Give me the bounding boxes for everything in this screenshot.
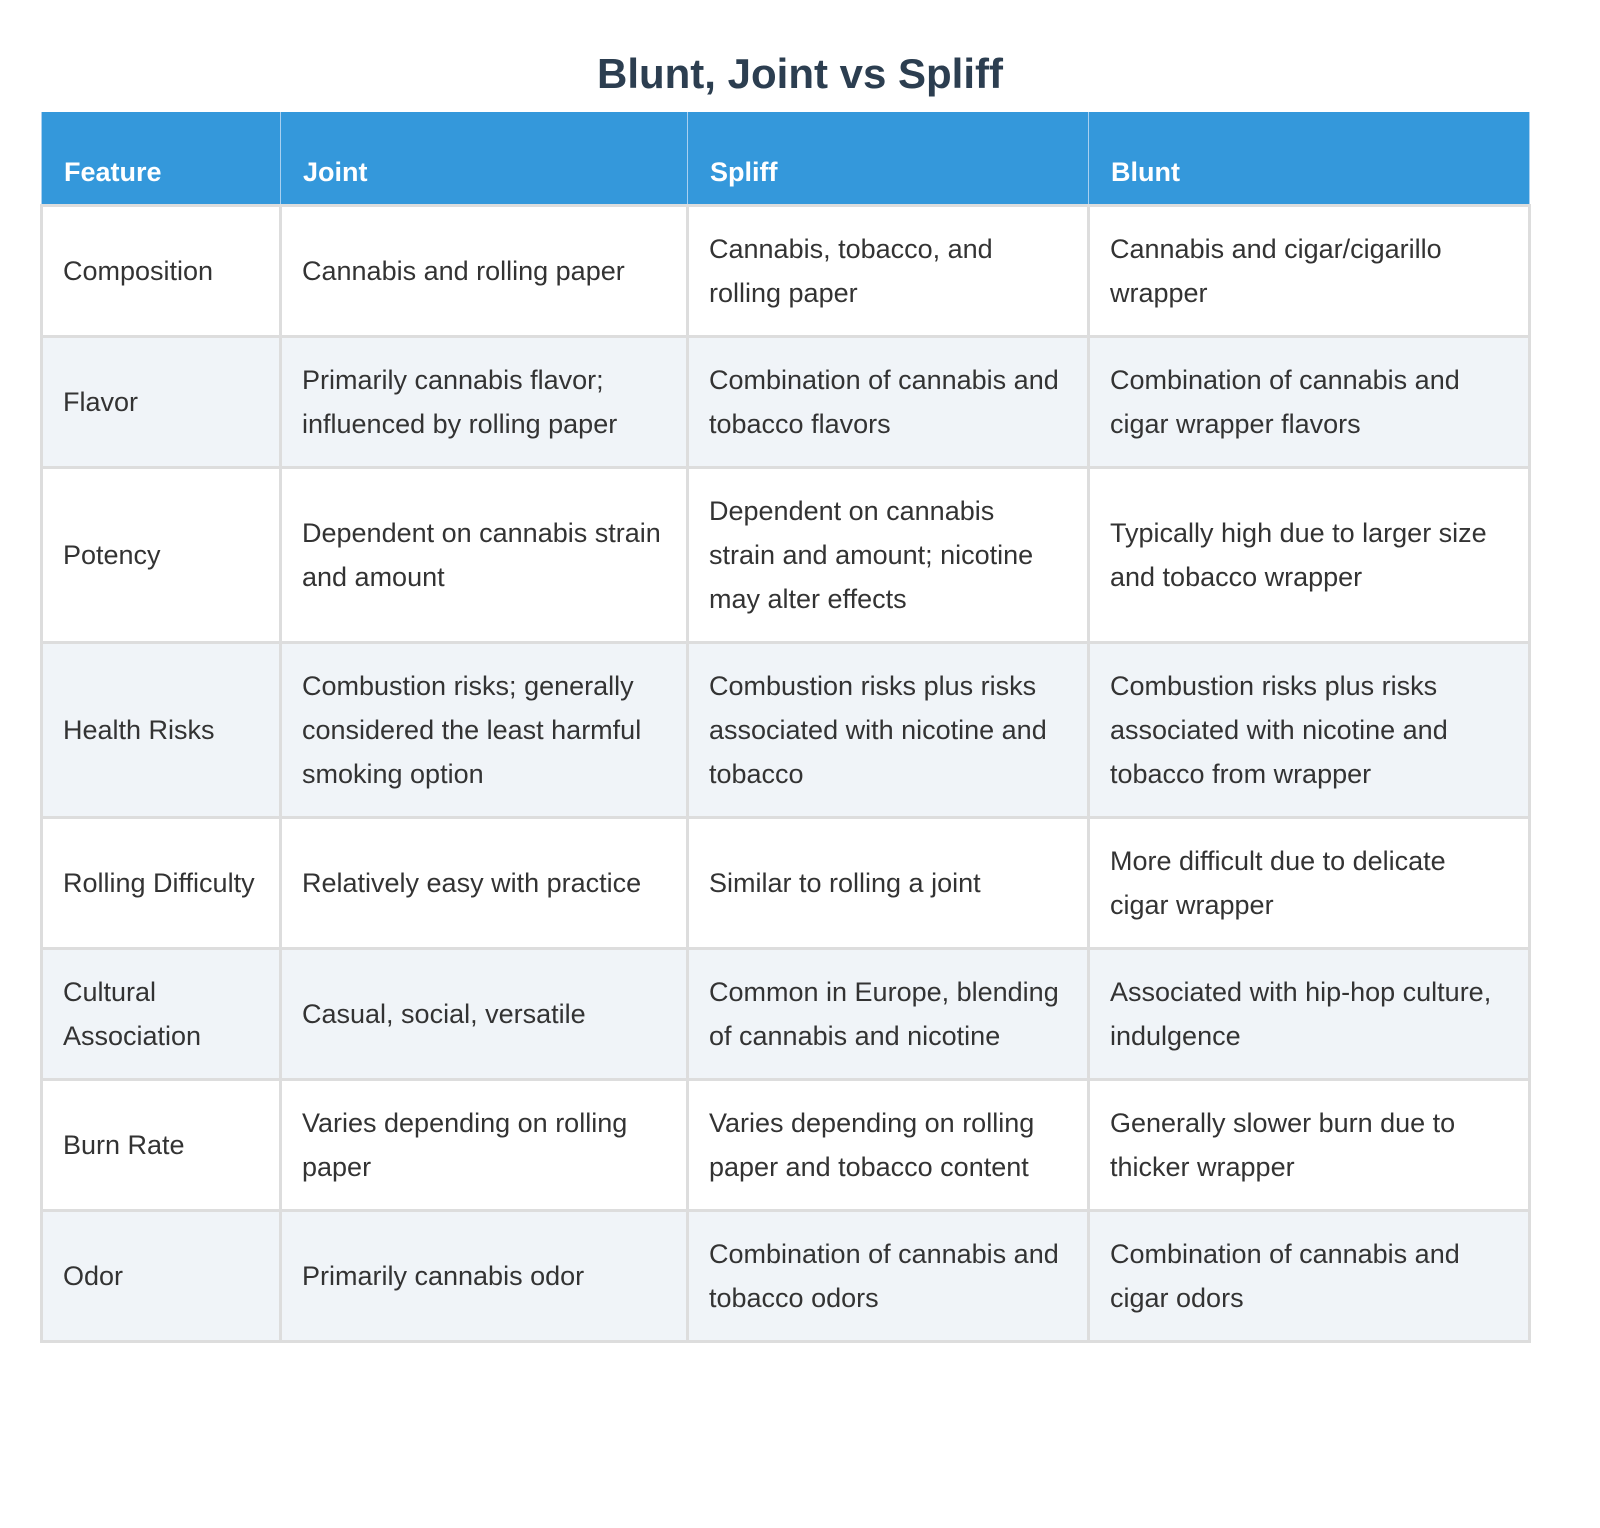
spliff-cell: Common in Europe, blending of cannabis a… bbox=[686, 947, 1090, 1081]
spliff-cell: Dependent on cannabis strain and amount;… bbox=[686, 466, 1090, 644]
feature-cell: Composition bbox=[40, 204, 282, 338]
page-title: Blunt, Joint vs Spliff bbox=[597, 50, 1003, 97]
blunt-cell: Typically high due to larger size and to… bbox=[1087, 466, 1531, 644]
table-row: Odor Primarily cannabis odor Combination o… bbox=[40, 1209, 1531, 1343]
joint-cell: Primarily cannabis odor bbox=[279, 1209, 689, 1343]
feature-cell: Burn Rate bbox=[40, 1078, 282, 1212]
blunt-cell: Combustion risks plus risks associated w… bbox=[1087, 641, 1531, 819]
comparison-table: Feature Joint Spliff Blunt Composition Ca… bbox=[40, 112, 1531, 1343]
table-row: Composition Cannabis and rolling paper Can… bbox=[40, 204, 1531, 338]
feature-cell: Flavor bbox=[40, 335, 282, 469]
feature-cell: Potency bbox=[40, 466, 282, 644]
table-row: Potency Dependent on cannabis strain and … bbox=[40, 466, 1531, 644]
blunt-cell: Combination of cannabis and cigar odors bbox=[1087, 1209, 1531, 1343]
header-joint: Joint bbox=[280, 112, 688, 206]
table-row: Flavor Primarily cannabis flavor; influen… bbox=[40, 335, 1531, 469]
blunt-cell: Cannabis and cigar/cigarillo wrapper bbox=[1087, 204, 1531, 338]
joint-cell: Dependent on cannabis strain and amount bbox=[279, 466, 689, 644]
joint-cell: Casual, social, versatile bbox=[279, 947, 689, 1081]
feature-cell: Health Risks bbox=[40, 641, 282, 819]
table-row: Cultural Association Casual, social, vers… bbox=[40, 947, 1531, 1081]
spliff-cell: Cannabis, tobacco, and rolling paper bbox=[686, 204, 1090, 338]
header-row: Feature Joint Spliff Blunt bbox=[41, 112, 1530, 206]
table-row: Health Risks Combustion risks; generally … bbox=[40, 641, 1531, 819]
spliff-cell: Combustion risks plus risks associated w… bbox=[686, 641, 1090, 819]
header-spliff: Spliff bbox=[687, 112, 1089, 206]
feature-cell: Cultural Association bbox=[40, 947, 282, 1081]
spliff-cell: Combination of cannabis and tobacco odor… bbox=[686, 1209, 1090, 1343]
joint-cell: Varies depending on rolling paper bbox=[279, 1078, 689, 1212]
joint-cell: Relatively easy with practice bbox=[279, 816, 689, 950]
table-row: Rolling Difficulty Relatively easy with p… bbox=[40, 816, 1531, 950]
feature-cell: Rolling Difficulty bbox=[40, 816, 282, 950]
joint-cell: Primarily cannabis flavor; influenced by… bbox=[279, 335, 689, 469]
feature-cell: Odor bbox=[40, 1209, 282, 1343]
header-feature: Feature bbox=[41, 112, 281, 206]
joint-cell: Combustion risks; generally considered t… bbox=[279, 641, 689, 819]
blunt-cell: More difficult due to delicate cigar wra… bbox=[1087, 816, 1531, 950]
header-blunt: Blunt bbox=[1088, 112, 1530, 206]
table-row: Burn Rate Varies depending on rolling pap… bbox=[40, 1078, 1531, 1212]
joint-cell: Cannabis and rolling paper bbox=[279, 204, 689, 338]
blunt-cell: Combination of cannabis and cigar wrappe… bbox=[1087, 335, 1531, 469]
spliff-cell: Combination of cannabis and tobacco flav… bbox=[686, 335, 1090, 469]
blunt-cell: Generally slower burn due to thicker wra… bbox=[1087, 1078, 1531, 1212]
blunt-cell: Associated with hip-hop culture, indulge… bbox=[1087, 947, 1531, 1081]
spliff-cell: Similar to rolling a joint bbox=[686, 816, 1090, 950]
spliff-cell: Varies depending on rolling paper and to… bbox=[686, 1078, 1090, 1212]
